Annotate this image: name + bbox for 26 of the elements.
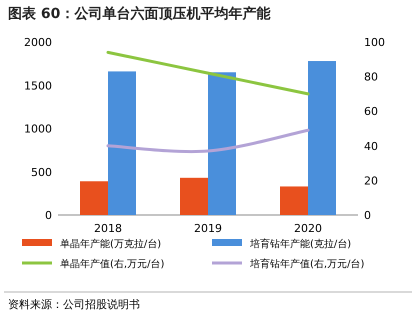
- bar: [180, 178, 208, 215]
- text: 资料来源：公司招股说明书: [8, 298, 140, 311]
- x-tick-label: 2020: [294, 222, 322, 235]
- y-tick-label: 2000: [24, 36, 52, 49]
- y-tick-label: 0: [45, 209, 52, 222]
- y2-tick-label: 20: [364, 174, 378, 188]
- y2-tick-label: 0: [364, 209, 371, 222]
- y2-tick-label: 60: [364, 105, 378, 118]
- bar: [280, 186, 308, 215]
- y2-tick-label: 100: [364, 36, 385, 49]
- x-tick-label: 2019: [194, 222, 222, 235]
- bar: [208, 72, 236, 215]
- y2-tick-label: 40: [364, 140, 378, 153]
- y2-tick-label: 80: [364, 70, 378, 84]
- legend-label: 单晶年产能(万克拉/台): [60, 238, 162, 250]
- legend-label: 单晶年产值(右,万元/台): [60, 258, 164, 270]
- x-tick-label: 2018: [94, 222, 122, 235]
- bar: [80, 181, 108, 215]
- y-tick-label: 500: [31, 166, 52, 179]
- legend-label: 培育钻年产能(克拉/台): [249, 238, 352, 250]
- bar: [308, 61, 336, 215]
- legend-label: 培育钻年产值(右,万元/台): [249, 258, 364, 270]
- bar: [108, 71, 136, 215]
- y-tick-label: 1500: [24, 79, 52, 92]
- y-tick-label: 1000: [24, 122, 52, 136]
- chart-title: 图表 60：公司单台六面顶压机平均年产能: [8, 5, 272, 22]
